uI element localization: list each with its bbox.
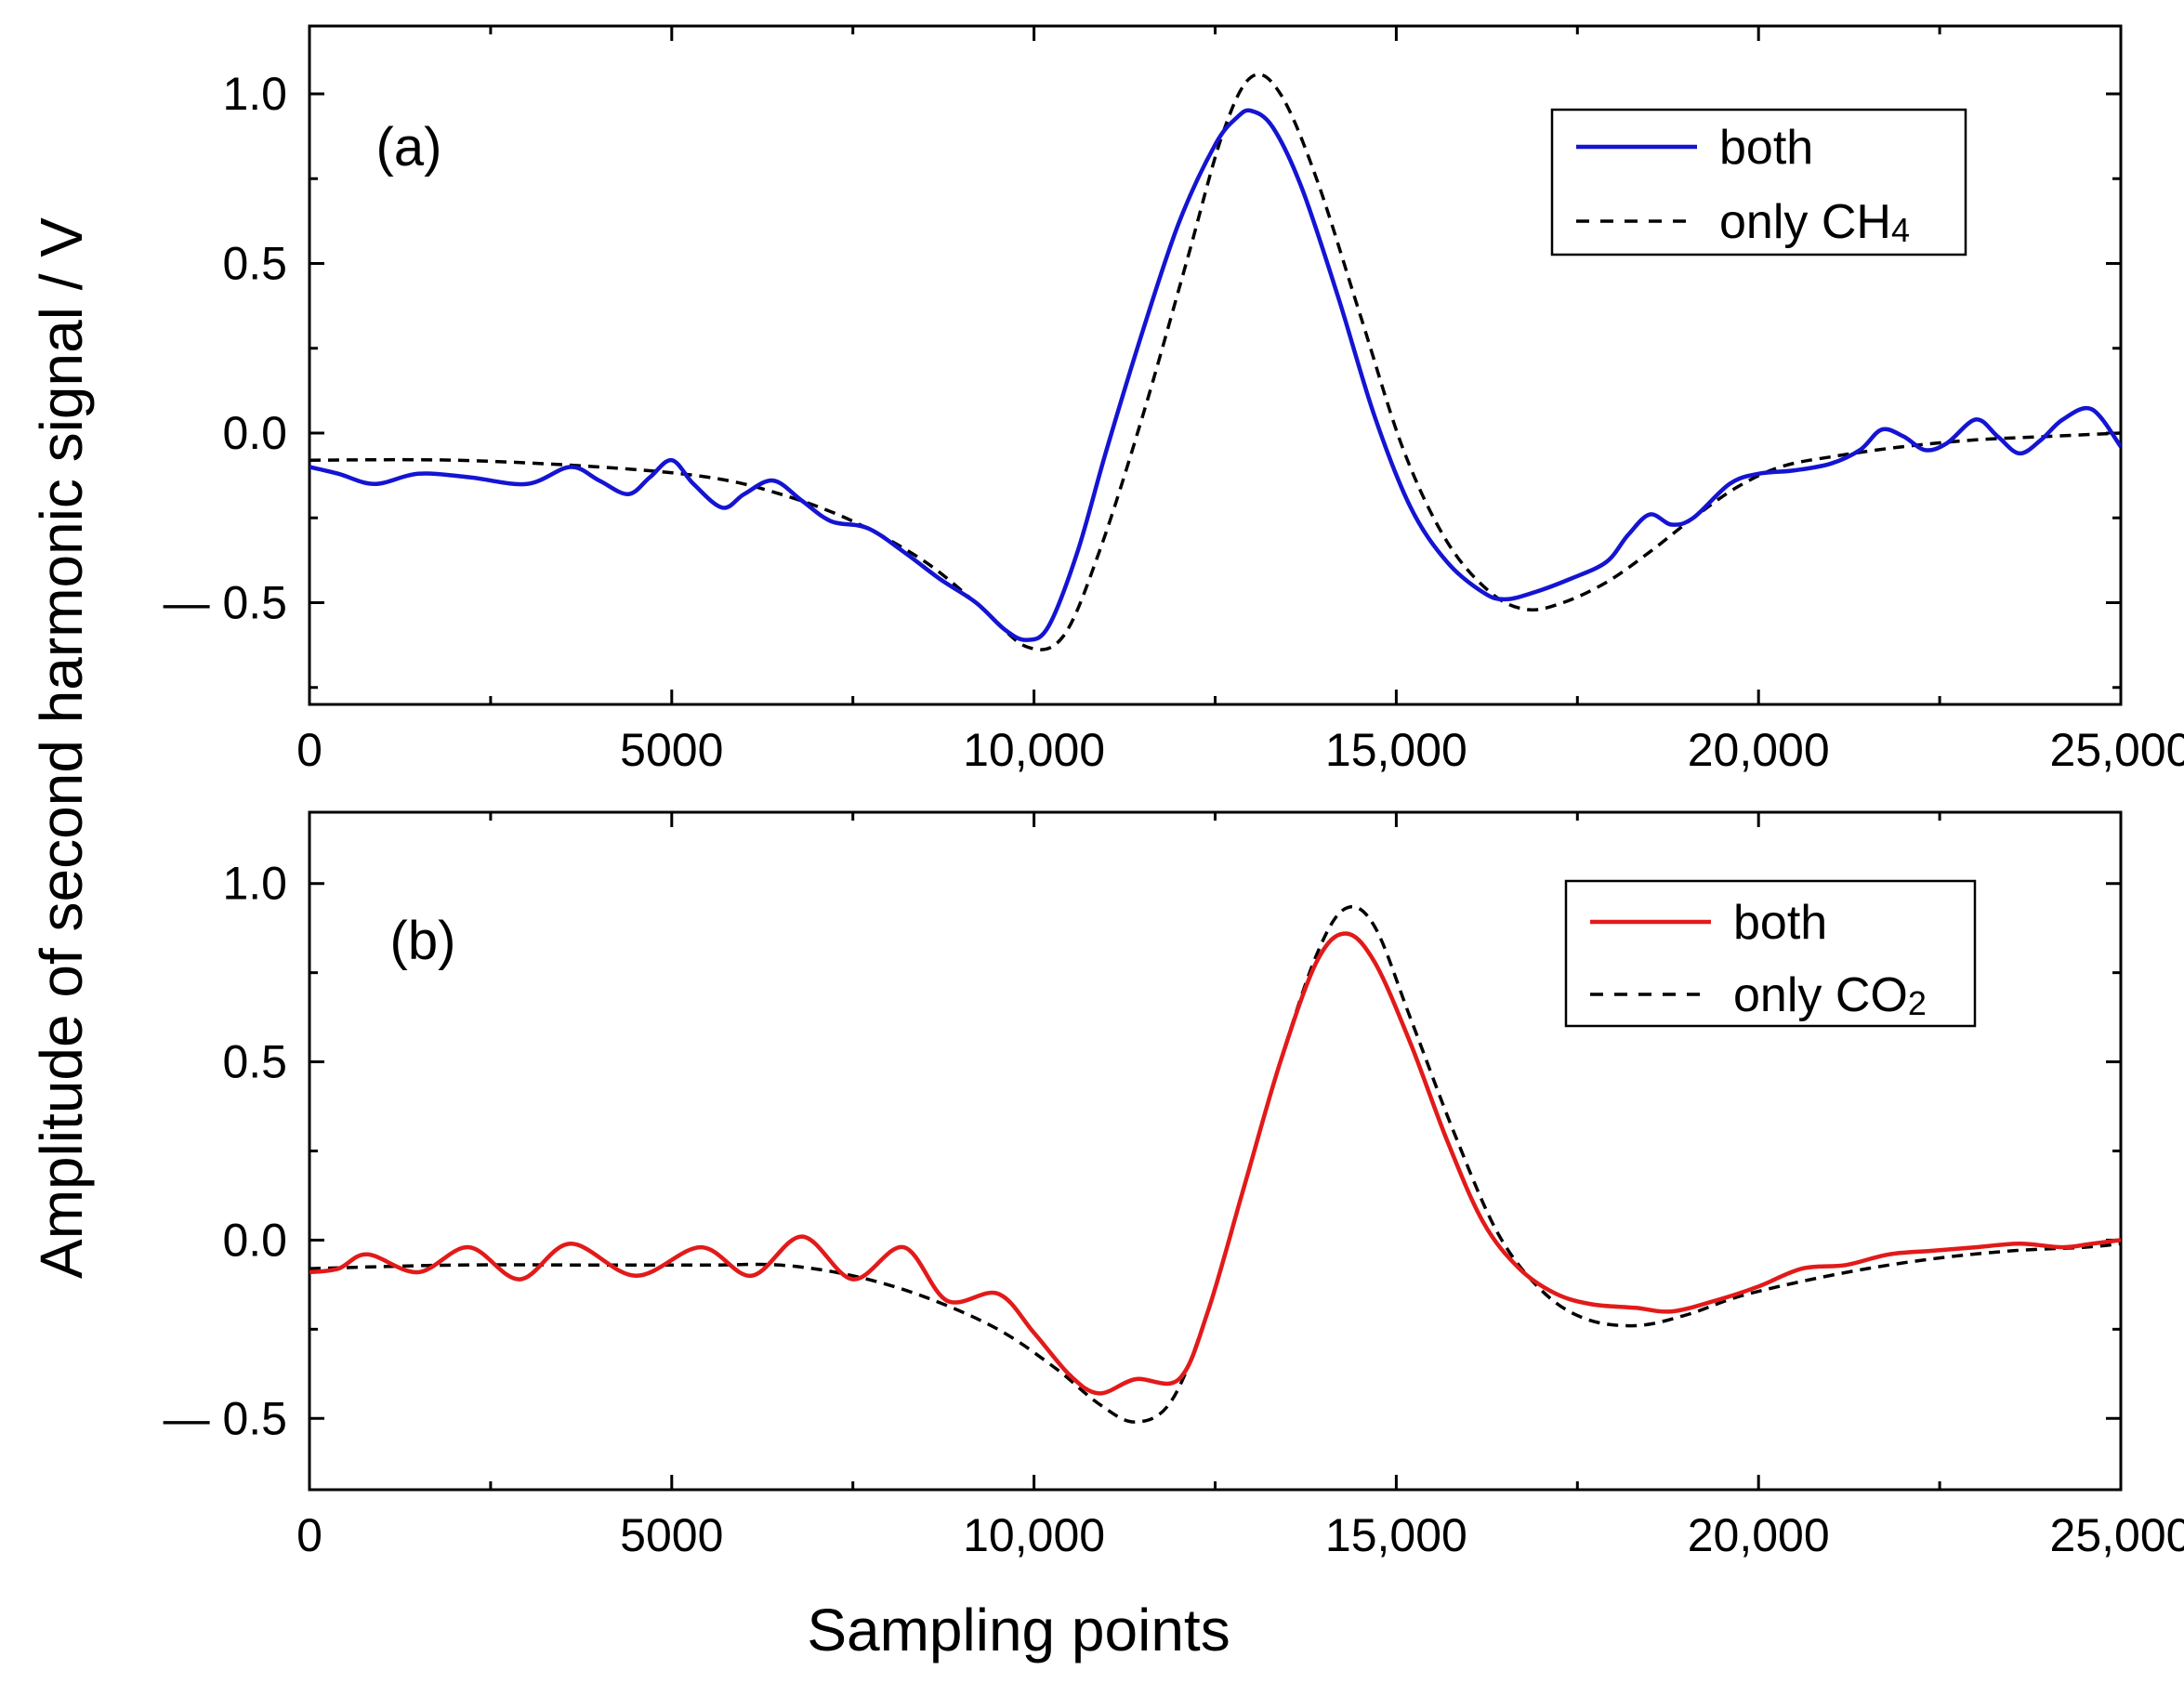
panel-a: 0 5000 10,000 15,000 20,000 25,000 — 0.5 0.0 0.5… [164, 24, 2184, 776]
y-axis-title: Amplitude of second harmonic signal / V [28, 217, 95, 1279]
legend-b: both only CO2 [1564, 879, 1977, 1028]
x-tick-label-a: 15,000 [1325, 724, 1467, 776]
x-tick-label-b: 25,000 [2050, 1509, 2184, 1561]
series-line-b-both [309, 931, 2121, 1396]
legend-box-a [1550, 108, 1967, 256]
legend-label-b-1: both [1733, 896, 1827, 950]
panel-label-a: (a) [376, 117, 442, 178]
y-tick-label-a: 0.5 [222, 238, 287, 290]
y-tick-label-a: 0.0 [222, 407, 287, 459]
x-tick-label-b: 10,000 [963, 1509, 1105, 1561]
legend-a: both only CH4 [1550, 108, 1967, 256]
y-tick-label-b: 0.5 [222, 1036, 287, 1088]
x-axis-title: Sampling points [807, 1597, 1230, 1663]
y-tick-label-a: — 0.5 [164, 577, 287, 629]
x-tick-label-b: 5000 [620, 1509, 723, 1561]
legend-box-b [1564, 879, 1977, 1028]
x-tick-label-a: 25,000 [2050, 724, 2184, 776]
series-line-a-only-ch4 [309, 72, 2121, 651]
legend-label-b-2: only CO2 [1733, 968, 1927, 1022]
y-tick-label-b: 1.0 [222, 858, 287, 910]
series-line-b-only-co2 [309, 904, 2121, 1424]
y-tick-label-b: 0.0 [222, 1214, 287, 1266]
x-tick-label-b: 20,000 [1688, 1509, 1830, 1561]
x-tick-label-a: 10,000 [963, 724, 1105, 776]
x-tick-label-b: 15,000 [1325, 1509, 1467, 1561]
x-tick-label-b: 0 [296, 1509, 322, 1561]
x-tick-label-a: 0 [296, 724, 322, 776]
legend-label-a-1: both [1719, 121, 1813, 175]
x-tick-label-a: 20,000 [1688, 724, 1830, 776]
panel-b: 0 5000 10,000 15,000 20,000 25,000 — 0.5 0.0 0.5… [164, 810, 2184, 1561]
y-tick-label-a: 1.0 [222, 68, 287, 120]
panel-label-b: (b) [390, 911, 456, 971]
x-tick-label-a: 5000 [620, 724, 723, 776]
legend-label-a-2: only CH4 [1719, 195, 1910, 249]
y-tick-label-b: — 0.5 [164, 1392, 287, 1444]
series-line-a-both [309, 108, 2121, 642]
